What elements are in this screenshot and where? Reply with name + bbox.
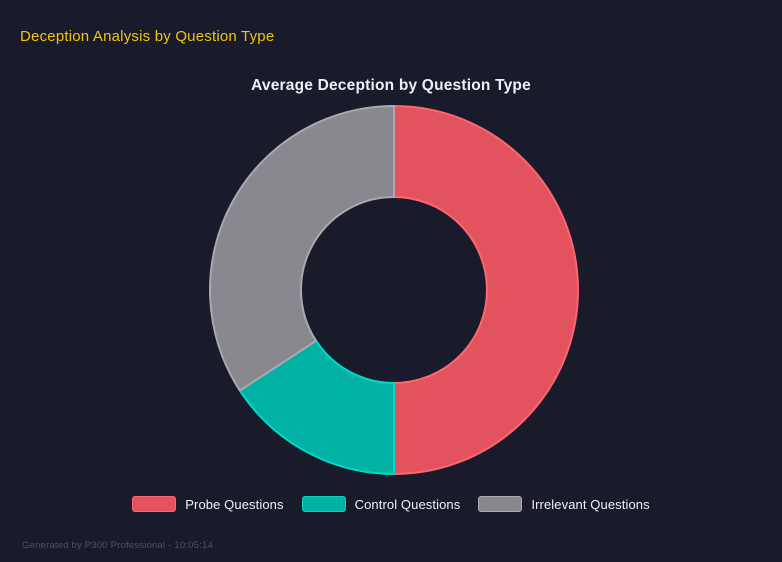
footer-note: Generated by P300 Professional - 10:05:1… bbox=[22, 540, 213, 551]
legend-item-1[interactable]: Probe Questions bbox=[132, 496, 284, 512]
legend-swatch-icon bbox=[132, 496, 177, 512]
doughnut-chart bbox=[209, 105, 579, 475]
doughnut-segment-2[interactable] bbox=[238, 339, 395, 475]
legend-item-3[interactable]: Irrelevant Questions bbox=[478, 496, 650, 512]
legend-swatch-icon bbox=[478, 496, 523, 512]
legend-label: Irrelevant Questions bbox=[531, 496, 650, 512]
doughnut-segment-3[interactable] bbox=[209, 105, 395, 392]
legend-label: Probe Questions bbox=[185, 496, 284, 512]
chart-legend: Probe Questions Control Questions Irreleva… bbox=[0, 496, 782, 512]
page-title: Deception Analysis by Question Type bbox=[20, 28, 275, 45]
doughnut-segment-1[interactable] bbox=[393, 105, 579, 475]
legend-swatch-icon bbox=[301, 496, 346, 512]
chart-title: Average Deception by Question Type bbox=[251, 77, 531, 94]
legend-item-2[interactable]: Control Questions bbox=[301, 496, 461, 512]
legend-label: Control Questions bbox=[354, 496, 461, 512]
